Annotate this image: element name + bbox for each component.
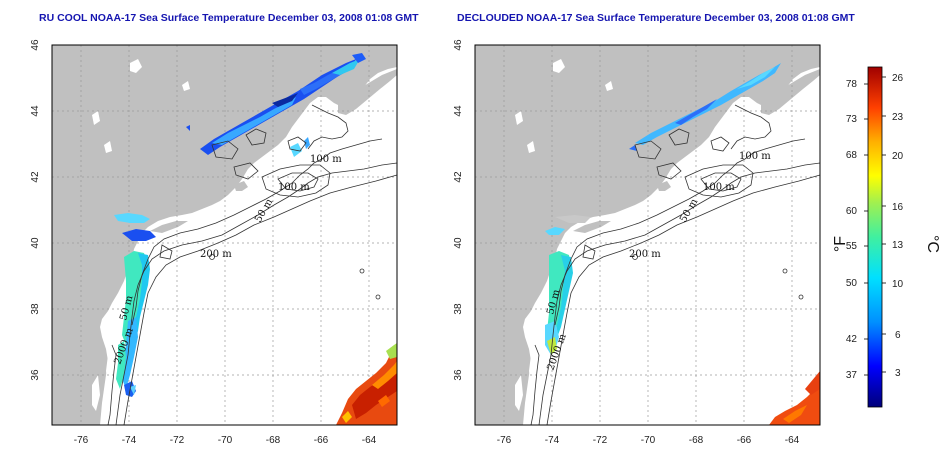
lon-tick-label: -72 (170, 435, 185, 446)
celsius-tick-label: 26 (892, 73, 904, 84)
lon-axis: -76 -74 -72 -70 -68 -66 -64 (497, 435, 800, 446)
lat-tick-label: 40 (453, 237, 464, 249)
lon-tick-label: -74 (122, 435, 137, 446)
celsius-tick-label: 16 (892, 202, 904, 213)
map-panel-declouded: DECLOUDED NOAA-17 Sea Surface Temperatur… (453, 12, 855, 446)
fahrenheit-tick-label: 73 (846, 114, 858, 125)
lat-tick-label: 38 (30, 303, 41, 315)
lon-tick-label: -66 (737, 435, 752, 446)
lon-tick-label: -68 (689, 435, 704, 446)
celsius-tick-label: 10 (892, 279, 904, 290)
celsius-tick-label: 13 (892, 240, 904, 251)
lat-tick-label: 44 (453, 105, 464, 117)
lon-axis: -76 -74 -72 -70 -68 -66 -64 (74, 435, 377, 446)
contour-label: 100 m (278, 182, 310, 193)
fahrenheit-tick-label: 42 (846, 334, 858, 345)
fahrenheit-unit-label: °F (832, 236, 849, 252)
lat-axis: 46 44 42 40 38 36 (453, 39, 464, 381)
contour-label: 100 m (310, 154, 342, 165)
lon-tick-label: -70 (218, 435, 233, 446)
panel-title: RU COOL NOAA-17 Sea Surface Temperature … (39, 12, 419, 24)
fahrenheit-scale: 78 73 68 60 55 50 42 37 °F (832, 79, 868, 381)
celsius-unit-label: °C (924, 235, 941, 253)
lon-tick-label: -70 (641, 435, 656, 446)
lat-tick-label: 44 (30, 105, 41, 117)
celsius-scale: 26 23 20 16 13 10 6 3 °C (882, 73, 941, 379)
lon-tick-label: -68 (266, 435, 281, 446)
fahrenheit-tick-label: 68 (846, 150, 858, 161)
lon-tick-label: -76 (497, 435, 512, 446)
lon-tick-label: -72 (593, 435, 608, 446)
fahrenheit-tick-label: 50 (846, 278, 858, 289)
fahrenheit-tick-label: 78 (846, 79, 858, 90)
lat-tick-label: 40 (30, 237, 41, 249)
contour-label: 100 m (703, 182, 735, 193)
sst-gulf-stream (769, 371, 820, 425)
lat-tick-label: 36 (453, 369, 464, 381)
celsius-tick-label: 3 (895, 368, 901, 379)
lat-tick-label: 46 (30, 39, 41, 51)
sst-colorbar: 78 73 68 60 55 50 42 37 °F (832, 66, 941, 408)
celsius-tick-label: 6 (895, 330, 901, 341)
lon-tick-label: -76 (74, 435, 89, 446)
lon-tick-label: -66 (314, 435, 329, 446)
fahrenheit-tick-label: 60 (846, 206, 858, 217)
lat-tick-label: 36 (30, 369, 41, 381)
map-panel-raw: RU COOL NOAA-17 Sea Surface Temperature … (30, 12, 419, 446)
colorbar-gradient (867, 66, 883, 408)
lat-tick-label: 46 (453, 39, 464, 51)
sst-gulf-of-maine (186, 53, 366, 157)
contour-label: 100 m (739, 151, 771, 162)
lat-axis: 46 44 42 40 38 36 (30, 39, 41, 381)
sst-gulf-of-maine (629, 63, 781, 151)
celsius-tick-label: 20 (892, 151, 904, 162)
sst-gulf-stream (336, 343, 397, 425)
fahrenheit-tick-label: 37 (846, 370, 858, 381)
map-frame: 100 m 100 m 50 m 200 m 50 m 2000 m (51, 44, 398, 426)
contour-label: 200 m (629, 249, 661, 260)
lat-tick-label: 42 (30, 171, 41, 183)
celsius-tick-label: 23 (892, 112, 904, 123)
lon-tick-label: -64 (362, 435, 377, 446)
map-frame: 100 m 100 m 50 m 200 m 50 m 2000 m (474, 44, 821, 426)
lat-tick-label: 38 (453, 303, 464, 315)
lon-tick-label: -64 (785, 435, 800, 446)
panel-title: DECLOUDED NOAA-17 Sea Surface Temperatur… (457, 12, 855, 24)
contour-label: 200 m (200, 249, 232, 260)
lat-tick-label: 42 (453, 171, 464, 183)
fahrenheit-tick-label: 55 (846, 241, 858, 252)
lon-tick-label: -74 (545, 435, 560, 446)
